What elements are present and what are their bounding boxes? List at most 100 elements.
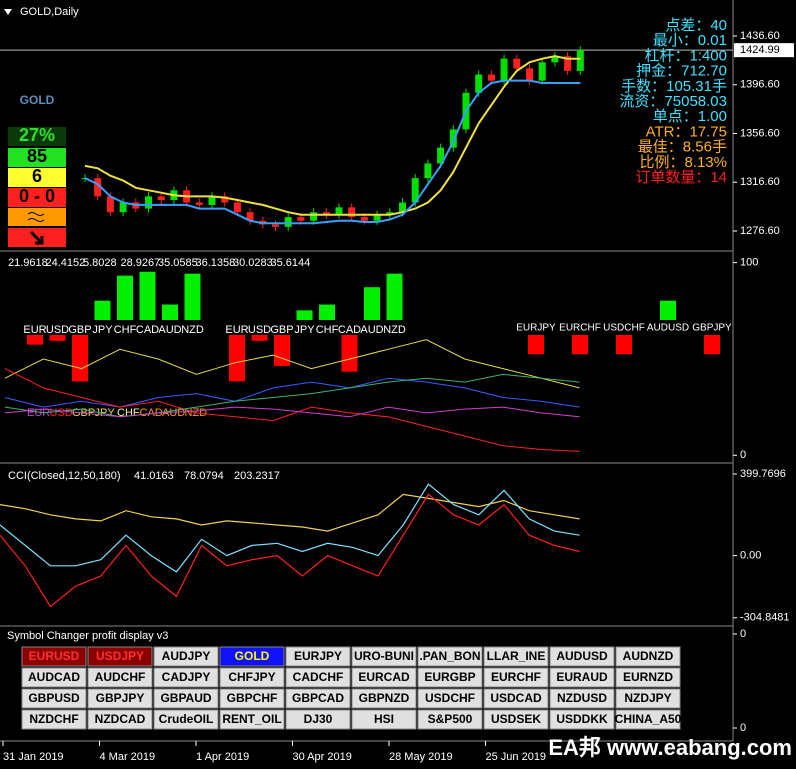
button-label: HSI: [374, 712, 394, 726]
symbol-button[interactable]: USDDKK: [549, 709, 615, 730]
button-face: [219, 688, 285, 709]
button-face: [285, 667, 351, 688]
button-label: AUDCHF: [95, 670, 146, 684]
menu-arrow[interactable]: [4, 9, 12, 15]
badge-box: [8, 148, 66, 167]
pair-label: EURJPY: [516, 323, 556, 334]
symbol-button[interactable]: CADCHF: [285, 667, 351, 688]
date-label: 4 Mar 2019: [100, 751, 156, 763]
symbol-button[interactable]: RENT_OIL: [219, 709, 285, 730]
account-info: 手数：105.31手: [621, 78, 727, 95]
date-label: 28 May 2019: [389, 751, 453, 763]
strength-line: [4, 339, 580, 389]
strength-line: [4, 373, 580, 418]
pair-label: AUDUSD: [647, 323, 689, 334]
strength-bar: [296, 310, 313, 320]
symbol-button[interactable]: GBPNZD: [351, 688, 417, 709]
symbol-button[interactable]: GBPCAD: [285, 688, 351, 709]
symbol-button[interactable]: AUDCAD: [21, 667, 87, 688]
button-face: [87, 709, 153, 730]
candle: [399, 202, 406, 213]
badge-score: 85: [27, 146, 47, 166]
button-label: USDCAD: [490, 691, 542, 705]
symbol-button[interactable]: EURJPY: [285, 646, 351, 667]
symbol-button[interactable]: AUDUSD: [549, 646, 615, 667]
currency-legend: CAD: [140, 407, 163, 419]
currency-label: AUD: [360, 324, 383, 336]
strength-value: 21.9618: [8, 257, 48, 269]
strength-value: 36.1358: [196, 257, 236, 269]
symbol-button[interactable]: USDCHF: [417, 688, 483, 709]
symbol-button[interactable]: AUDJPY: [153, 646, 219, 667]
symbol-button[interactable]: CHFJPY: [219, 667, 285, 688]
symbol-button[interactable]: EURUSD: [21, 646, 87, 667]
y-tick-label: 399.7696: [740, 468, 786, 480]
currency-label: GBP: [68, 324, 91, 336]
candle: [297, 217, 305, 221]
symbol-button[interactable]: GBPUSD: [21, 688, 87, 709]
button-label: GOLD: [235, 649, 270, 663]
symbol-button[interactable]: EURNZD: [615, 667, 681, 688]
symbol-button[interactable]: NZDCHF: [21, 709, 87, 730]
candle: [157, 196, 165, 201]
symbol-button[interactable]: NZDJPY: [615, 688, 681, 709]
button-face: [483, 688, 549, 709]
button-label: CrudeOIL: [159, 712, 214, 726]
symbol-button[interactable]: URO-BUNI: [351, 646, 417, 667]
strength-value: 30.0283: [233, 257, 273, 269]
symbol-button[interactable]: AUDCHF: [87, 667, 153, 688]
button-face: [483, 646, 549, 667]
button-face: [219, 667, 285, 688]
button-face: [417, 688, 483, 709]
symbol-button[interactable]: NZDCAD: [87, 709, 153, 730]
symbol-button[interactable]: CADJPY: [153, 667, 219, 688]
symbol-button[interactable]: USDSEK: [483, 709, 549, 730]
cci-line: [0, 493, 580, 608]
symbol-button[interactable]: DJ30: [285, 709, 351, 730]
button-face: [417, 709, 483, 730]
pair-label: GBPJPY: [692, 323, 732, 334]
strength-value: 35.6144: [271, 257, 311, 269]
symbol-button[interactable]: USDJPY: [87, 646, 153, 667]
candle: [500, 58, 508, 81]
symbol-button[interactable]: NZDUSD: [549, 688, 615, 709]
currency-label: CAD: [338, 324, 361, 336]
button-face: [615, 688, 681, 709]
symbol-button[interactable]: EURGBP: [417, 667, 483, 688]
button-face: [351, 667, 417, 688]
button-face: [285, 709, 351, 730]
button-label: USDJPY: [96, 649, 144, 663]
symbol-button[interactable]: EURCAD: [351, 667, 417, 688]
currency-label: CHF: [114, 324, 137, 336]
candle: [322, 212, 330, 215]
symbol-button[interactable]: CHINA_A50: [615, 709, 682, 730]
button-face: [285, 646, 351, 667]
symbol-button[interactable]: CrudeOIL: [153, 709, 219, 730]
button-label: USDDKK: [556, 712, 608, 726]
symbol-button[interactable]: .PAN_BON: [417, 646, 483, 667]
symbol-button[interactable]: S&P500: [417, 709, 483, 730]
badge-pair: 0 - 0: [19, 186, 55, 206]
symbol-button[interactable]: USDCAD: [483, 688, 549, 709]
symbol-button[interactable]: EURAUD: [549, 667, 615, 688]
symbol-button[interactable]: AUDNZD: [615, 646, 681, 667]
symbol-button[interactable]: GBPAUD: [153, 688, 219, 709]
strength-value: 28.9267: [121, 257, 161, 269]
candle: [145, 196, 152, 209]
symbol-button[interactable]: HSI: [351, 709, 417, 730]
candle: [284, 217, 292, 227]
currency-label: AUD: [158, 324, 181, 336]
symbol-button[interactable]: GBPCHF: [219, 688, 285, 709]
symbol-button[interactable]: GOLD: [219, 646, 285, 667]
badge-box: [8, 127, 66, 146]
symbol-button[interactable]: GBPJPY: [87, 688, 153, 709]
symbol-button[interactable]: EURCHF: [483, 667, 549, 688]
symbol-button[interactable]: LLAR_INE: [483, 646, 549, 667]
button-face: [153, 646, 219, 667]
y-tick-label: 0: [740, 722, 746, 734]
currency-legend: USD: [50, 407, 73, 419]
currency-label: EUR: [23, 324, 46, 336]
strength-bar: [27, 335, 43, 345]
cci-value: 203.2317: [234, 470, 280, 482]
button-label: .PAN_BON: [419, 649, 480, 663]
